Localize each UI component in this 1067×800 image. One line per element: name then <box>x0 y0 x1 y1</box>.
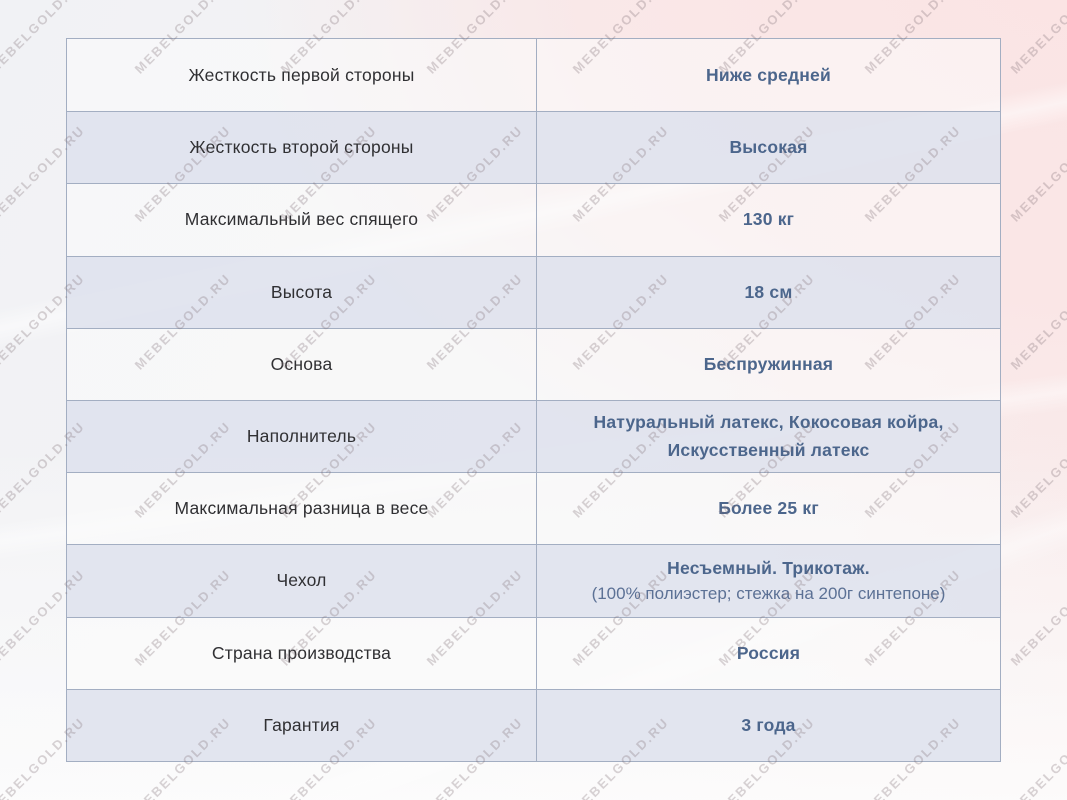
table-row: Основа Беспружинная <box>67 327 1000 400</box>
spec-value-cell: Высокая <box>537 112 1000 183</box>
spec-value: Россия <box>736 642 801 663</box>
spec-label: Жесткость второй стороны <box>67 112 537 184</box>
table-row: Наполнитель Натуральный латекс, Кокосова… <box>67 399 1000 473</box>
table-row: Жесткость первой стороны Ниже средней <box>67 39 1000 112</box>
spec-label: Гарантия <box>67 689 537 761</box>
spec-label: Высота <box>67 256 537 328</box>
watermark-text: MEBELGOLD.RU <box>1007 566 1067 669</box>
table-row: Жесткость второй стороны Высокая <box>67 111 1000 184</box>
spec-value-cell: 130 кг <box>537 184 1000 255</box>
spec-value-cell: Россия <box>537 618 1000 689</box>
table-row: Максимальная разница в весе Более 25 кг <box>67 472 1000 545</box>
spec-value: Несъемный. Трикотаж. <box>667 558 870 579</box>
watermark-text: MEBELGOLD.RU <box>1007 418 1067 521</box>
spec-value: Беспружинная <box>703 353 834 374</box>
spec-label: Максимальная разница в весе <box>67 473 537 545</box>
spec-value-note: (100% полиэстер; стежка на 200г синтепон… <box>591 584 946 604</box>
spec-label: Страна производства <box>67 617 537 689</box>
watermark-text: MEBELGOLD.RU <box>1007 122 1067 225</box>
spec-label: Основа <box>67 328 537 400</box>
table-row: Гарантия 3 года <box>67 688 1000 761</box>
spec-value-cell: Беспружинная <box>537 329 1000 400</box>
spec-value: Более 25 кг <box>718 498 819 519</box>
spec-label: Жесткость первой стороны <box>67 39 537 112</box>
spec-value: 18 см <box>744 281 793 302</box>
table-row: Чехол Несъемный. Трикотаж. (100% полиэст… <box>67 544 1000 617</box>
watermark-text: MEBELGOLD.RU <box>1007 270 1067 373</box>
spec-value: Ниже средней <box>706 64 831 85</box>
specifications-table: Жесткость первой стороны Ниже средней Же… <box>66 38 1001 762</box>
watermark-text: MEBELGOLD.RU <box>1007 0 1067 77</box>
spec-value-cell: Несъемный. Трикотаж. (100% полиэстер; ст… <box>537 545 1000 616</box>
spec-value-cell: Ниже средней <box>537 39 1000 111</box>
spec-label: Максимальный вес спящего <box>67 184 537 256</box>
spec-value: Высокая <box>729 137 808 158</box>
table-row: Максимальный вес спящего 130 кг <box>67 183 1000 256</box>
spec-label: Чехол <box>67 545 537 617</box>
spec-value-cell: Натуральный латекс, Кокосовая койра, Иск… <box>537 401 1000 472</box>
spec-value: 130 кг <box>742 209 795 230</box>
spec-value: 3 года <box>741 714 796 735</box>
table-row: Высота 18 см <box>67 255 1000 328</box>
spec-value-cell: 18 см <box>537 257 1000 328</box>
spec-value-cell: Более 25 кг <box>537 473 1000 544</box>
spec-label: Наполнитель <box>67 400 537 473</box>
spec-value-cell: 3 года <box>537 690 1000 761</box>
watermark-text: MEBELGOLD.RU <box>1007 714 1067 800</box>
spec-value: Натуральный латекс, Кокосовая койра, Иск… <box>593 412 944 460</box>
table-row: Страна производства Россия <box>67 616 1000 689</box>
